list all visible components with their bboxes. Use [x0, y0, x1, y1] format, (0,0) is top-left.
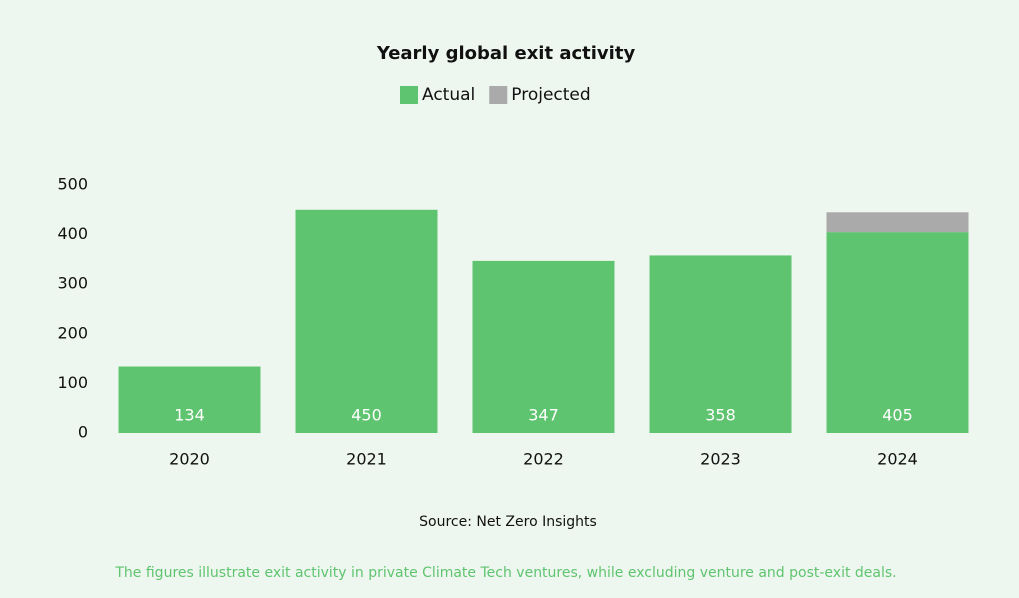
y-tick-label: 300 — [57, 274, 88, 293]
y-tick-label: 200 — [57, 323, 88, 342]
bar-segment — [649, 255, 792, 433]
footnote: The figures illustrate exit activity in … — [114, 565, 896, 581]
y-tick-label: 100 — [57, 373, 88, 392]
data-label: 358 — [705, 406, 736, 425]
chart-title: Yearly global exit activity — [376, 43, 636, 64]
bar-segment — [472, 260, 615, 433]
bar-segment — [826, 232, 969, 433]
legend-swatch — [400, 86, 418, 104]
data-label: 405 — [882, 406, 913, 425]
x-tick-label: 2023 — [700, 450, 741, 469]
x-tick-label: 2021 — [346, 450, 387, 469]
bar-segment — [118, 366, 261, 433]
data-label: 134 — [174, 406, 205, 425]
source: Source: Net Zero Insights — [419, 514, 597, 530]
data-label: 347 — [528, 406, 559, 425]
legend-label: Actual — [422, 85, 475, 105]
x-tick-label: 2022 — [523, 450, 564, 469]
legend-swatch — [489, 86, 508, 104]
bar-segment — [826, 212, 969, 233]
data-label: 450 — [351, 406, 382, 425]
legend-label: Projected — [511, 85, 590, 105]
y-tick-label: 500 — [57, 175, 88, 194]
y-tick-label: 400 — [57, 224, 88, 243]
x-tick-label: 2024 — [877, 450, 918, 469]
bar-segment — [295, 209, 438, 433]
y-tick-label: 0 — [78, 423, 88, 442]
x-tick-label: 2020 — [169, 450, 210, 469]
